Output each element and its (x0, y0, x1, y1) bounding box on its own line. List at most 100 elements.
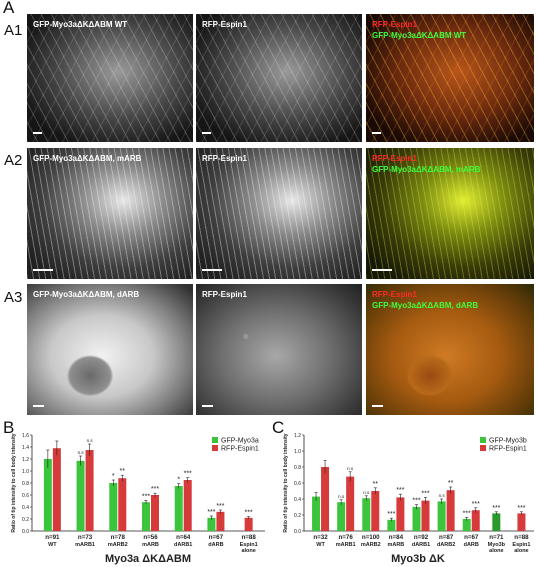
y-tick-label: 0.2 (22, 517, 29, 523)
significance-label: *** (396, 487, 404, 494)
category-label: WT (48, 542, 57, 548)
significance-label: * (177, 477, 180, 484)
significance-label: *** (472, 501, 480, 508)
legend-swatch (212, 437, 218, 443)
significance-label: *** (387, 511, 395, 518)
micrograph-a2-gfp: GFP-Myo3aΔKΔABM, mARB (27, 148, 193, 279)
micrograph-a3-merge: RFP-Espin1 GFP-Myo3aΔKΔABM, dARB (366, 284, 534, 415)
n-label: n=91 (45, 534, 60, 541)
bar-rfp (216, 511, 225, 531)
y-tick-label: 1.6 (22, 433, 29, 439)
n-label: n=92 (414, 534, 429, 541)
micrograph-label: GFP-Myo3aΔKΔABM WT (33, 20, 128, 29)
significance-label: *** (216, 503, 224, 510)
scale-bar (202, 405, 213, 407)
scale-bar (33, 269, 53, 271)
y-tick-label: 0.2 (294, 513, 301, 519)
scale-bar (372, 269, 392, 271)
legend-label: RFP-Espin1 (489, 446, 527, 453)
category-label: dARB1 (174, 542, 192, 548)
micrograph-a3-rfp: RFP-Espin1 (196, 284, 362, 415)
panel-letter-a: A (3, 0, 15, 17)
significance-label: *** (184, 471, 192, 478)
y-tick-label: 0.6 (294, 481, 301, 487)
significance-label: n.s (87, 438, 94, 443)
y-tick-label: 0.0 (294, 529, 301, 535)
n-label: n=64 (176, 534, 191, 541)
legend-label: GFP-Myo3a (221, 438, 259, 445)
category-label: dARB1 (412, 542, 430, 548)
category-label: mARB1 (75, 542, 95, 548)
micrograph-label: RFP-Espin1 (372, 154, 417, 163)
significance-label: *** (492, 505, 500, 512)
n-label: n=32 (313, 534, 328, 541)
bar-gfp (492, 513, 501, 531)
legend-swatch (212, 445, 218, 451)
significance-label: *** (142, 493, 150, 500)
micrograph-label: GFP-Myo3aΔKΔABM, dARB (33, 290, 140, 299)
category-label: mARB1 (336, 542, 356, 548)
chart-c: 0.0 0.2 0.4 0.6 0.8 1.0 1.2 Ratio of tip intens… (283, 433, 534, 565)
y-tick-label: 0.4 (294, 497, 301, 503)
bar-rfp (244, 517, 253, 531)
bar-rfp (421, 500, 430, 531)
row-label-a3: A3 (4, 289, 23, 306)
bar-rfp (85, 450, 94, 531)
bar-gfp (387, 519, 396, 531)
n-label: n=71 (489, 534, 504, 541)
bar-rfp (183, 480, 192, 531)
bar-rfp (151, 495, 159, 531)
scale-bar (372, 405, 383, 407)
category-label: mARB (387, 542, 404, 548)
scale-bar (33, 132, 42, 134)
n-label: n=84 (389, 534, 404, 541)
micrograph-label: GFP-Myo3aΔKΔABM, mARB (372, 165, 481, 174)
bar-rfp (517, 513, 526, 531)
category-label: Espin1 (240, 542, 258, 548)
y-axis-label: Ratio of tip intensity to cell body inte… (11, 433, 17, 532)
y-tick-label: 0.8 (294, 465, 301, 471)
y-tick-label: 0.4 (22, 505, 29, 511)
row-label-a1: A1 (4, 22, 23, 39)
micrograph-label: RFP-Espin1 (202, 20, 247, 29)
y-tick-label: 0.6 (22, 493, 29, 499)
n-label: n=76 (339, 534, 354, 541)
micrograph-label: RFP-Espin1 (372, 20, 417, 29)
significance-label: n.s (439, 493, 446, 498)
significance-label: n.s (347, 466, 354, 471)
category-label: mARB (142, 542, 159, 548)
bar-rfp (118, 478, 127, 531)
category-label: dARB (208, 542, 223, 548)
category-label: alone (514, 548, 528, 554)
legend-swatch (480, 437, 486, 443)
micrograph-label: RFP-Espin1 (202, 154, 247, 163)
micrograph-a3-gfp: GFP-Myo3aΔKΔABM, dARB (27, 284, 193, 415)
significance-label: n.s (363, 490, 370, 495)
bar-gfp (109, 483, 118, 531)
scale-bar (33, 405, 44, 407)
bar-rfp (396, 497, 405, 531)
micrograph-a1-merge: RFP-Espin1 GFP-Myo3aΔKΔABM WT (366, 14, 534, 142)
bar-rfp (371, 491, 380, 531)
category-label: mARB2 (108, 542, 128, 548)
bar-gfp (437, 501, 446, 531)
chart-title: Myo3a ΔKΔABM (105, 553, 191, 565)
category-label: WT (316, 542, 325, 548)
micrograph-label: GFP-Myo3aΔKΔABM WT (372, 31, 467, 40)
micrograph-a2-merge: RFP-Espin1 GFP-Myo3aΔKΔABM, mARB (366, 148, 534, 279)
micrograph-label: GFP-Myo3aΔKΔABM, dARB (372, 301, 479, 310)
row-label-a2: A2 (4, 152, 23, 169)
legend-swatch (480, 445, 486, 451)
micrograph-a1-rfp: RFP-Espin1 (196, 14, 362, 142)
micrograph-a2-rfp: RFP-Espin1 (196, 148, 362, 279)
n-label: n=67 (464, 534, 479, 541)
bar-rfp (446, 490, 455, 531)
y-tick-label: 1.2 (294, 433, 301, 439)
y-tick-label: 1.4 (22, 445, 29, 451)
y-tick-label: 1.0 (22, 469, 29, 475)
n-label: n=100 (362, 534, 380, 541)
category-label: Myo3b (488, 542, 506, 548)
n-label: n=88 (514, 534, 529, 541)
y-axis-label: Ratio of tip intensity to cell body inte… (283, 433, 289, 532)
bar-gfp (362, 498, 371, 531)
